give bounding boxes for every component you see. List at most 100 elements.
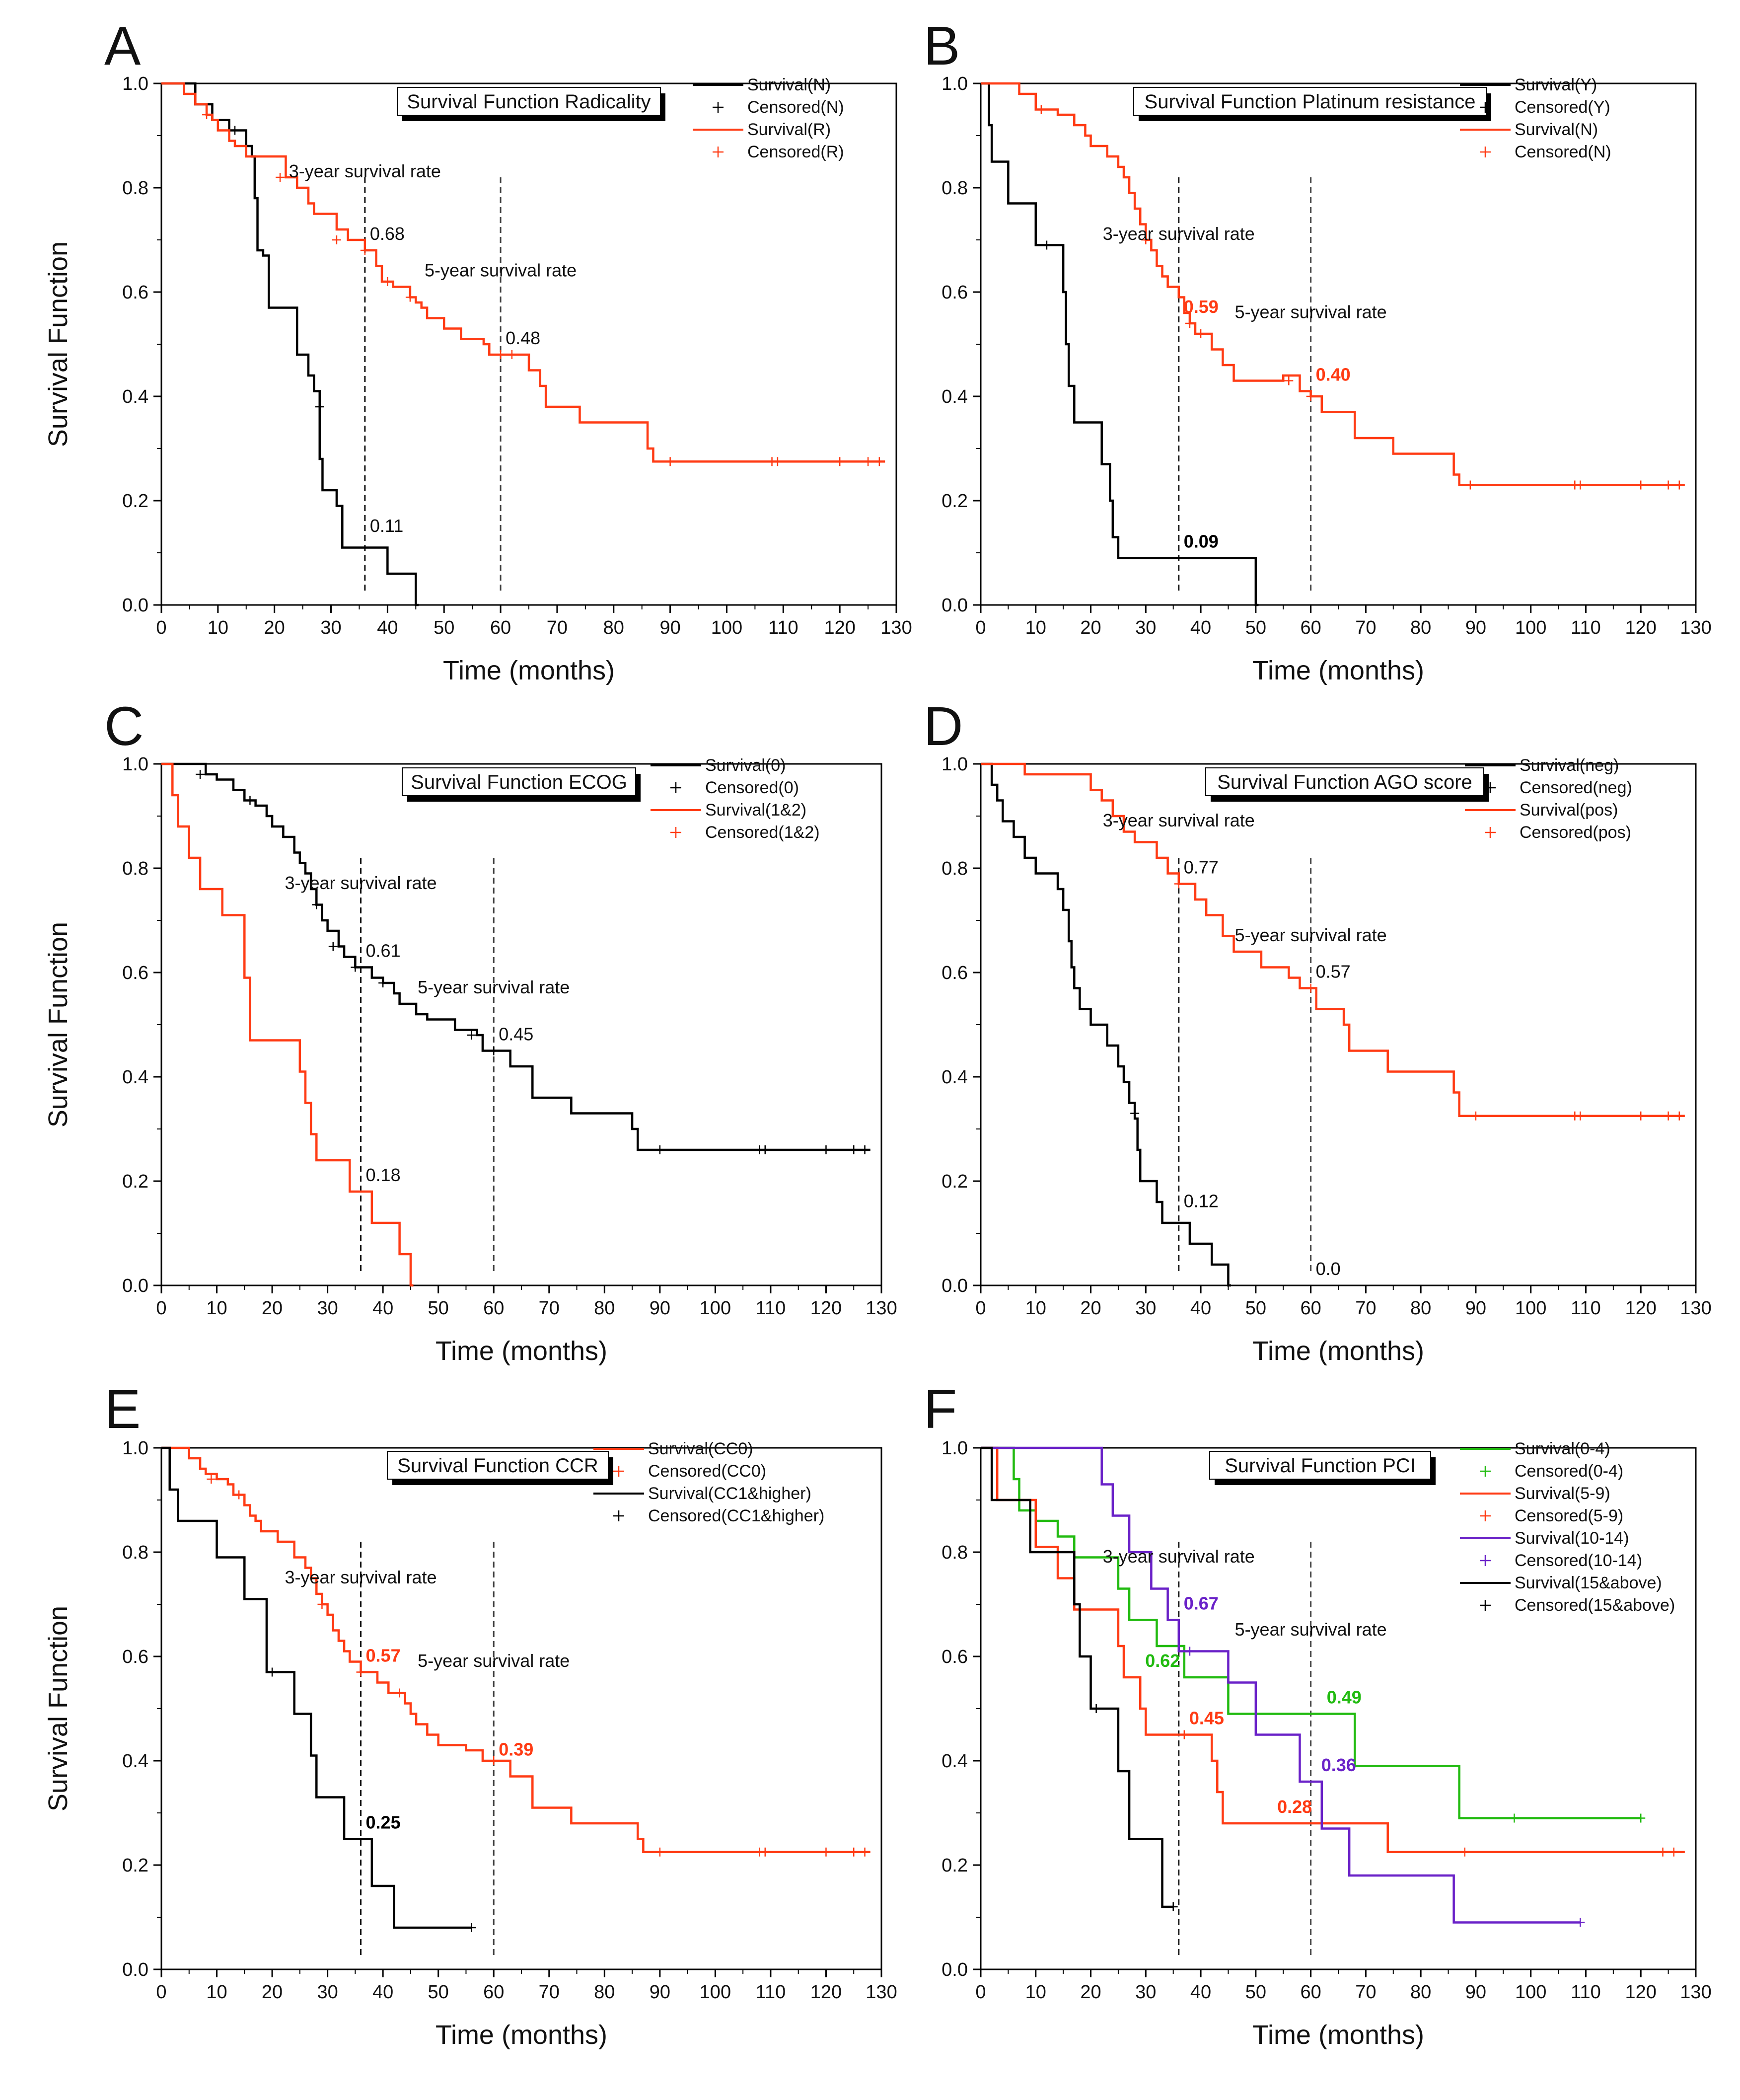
legend-label: Censored(N) [747,98,844,117]
x-tick-label: 110 [756,1298,786,1319]
survival-value-label: 0.68 [370,224,405,244]
panel-letter: D [924,696,963,757]
x-axis-label: Time (months) [435,2020,607,2050]
survival-value-label: 0.67 [1184,1593,1219,1614]
legend-label: Censored(N) [1515,143,1611,161]
x-axis-label: Time (months) [435,1336,607,1366]
title-box [1133,87,1487,116]
survival-line [981,82,1259,606]
chart-title: Survival Function AGO score [1217,771,1472,793]
survival-value-label: 0.12 [1184,1191,1219,1211]
survival-line [981,762,1685,1117]
panel-letter: E [104,1379,141,1440]
x-tick-label: 0 [975,1298,986,1319]
x-tick-label: 80 [594,1298,615,1319]
x-tick-label: 0 [975,617,986,638]
x-tick-label: 10 [1025,617,1046,638]
x-tick-label: 0 [975,1982,986,2003]
x-tick-label: 50 [428,1982,449,2003]
panel-a: A 0 10 20 30 40 50 60 70 80 90 100 110 120 130 0.0 0.2 0.… [43,15,912,685]
x-tick-label: 0 [156,617,166,638]
y-tick-label: 0.4 [122,1067,148,1088]
panel-d: D 0 10 20 30 40 50 60 70 80 90 100 110 120 130 0.0 0.2 0.… [924,696,1712,1366]
x-tick-label: 120 [810,1982,842,2003]
x-tick-label: 80 [1410,1298,1431,1319]
panel-f: F 0 10 20 30 40 50 60 70 80 90 100 110 120 130 0.0 0.2 0.… [924,1379,1712,2050]
legend-label: Censored(5-9) [1515,1506,1623,1525]
title-box [1205,767,1484,796]
legend: Survival(N) Censored(N) Survival(R) Censore… [693,75,844,161]
legend-label: Censored(pos) [1520,823,1631,842]
x-tick-label: 10 [1025,1298,1046,1319]
survival-line [981,1446,1173,1908]
y-tick-label: 1.0 [942,1438,968,1459]
legend-label: Censored(CC0) [648,1462,766,1481]
survival-value-label: 0.45 [1189,1708,1224,1728]
x-tick-label: 10 [1025,1982,1046,2003]
x-tick-label: 130 [1680,1298,1711,1319]
survival-value-label: 0.61 [366,941,401,961]
legend: Survival(0-4) Censored(0-4) Survival(5-9) C… [1460,1439,1675,1615]
y-tick-label: 0.4 [942,1067,968,1088]
series-0-4 [981,1446,1646,1823]
survival-line [981,1446,1641,1819]
x-tick-label: 120 [810,1298,842,1319]
y-tick-label: 0.6 [942,282,968,303]
x-tick-label: 60 [483,1298,504,1319]
y-axis-label: Survival Function [43,241,73,447]
y-tick-label: 0.2 [942,491,968,512]
x-tick-label: 130 [866,1982,897,2003]
x-tick-label: 30 [1135,1982,1156,2003]
x-tick-label: 40 [372,1982,393,2003]
x-tick-label: 110 [1571,1298,1601,1319]
x-tick-label: 30 [317,1982,338,2003]
legend-label: Survival(Y) [1515,75,1597,94]
legend-label: Censored(15&above) [1515,1596,1675,1615]
rate-annotation: 3-year survival rate [285,873,436,893]
rate-annotation: 3-year survival rate [1103,224,1255,244]
survival-line [161,762,414,1287]
x-tick-label: 90 [650,1298,670,1319]
x-tick-label: 120 [1625,1298,1657,1319]
legend-label: Survival(1&2) [705,801,806,820]
x-tick-label: 60 [1300,617,1321,638]
x-tick-label: 100 [1515,617,1546,638]
x-tick-label: 100 [1515,1982,1546,2003]
survival-line [161,1446,472,1929]
series-CC1&higher [161,1446,476,1932]
legend: Survival(CC0) Censored(CC0) Survival(CC1&h… [593,1439,824,1525]
series-5-9 [981,1446,1685,1857]
y-tick-label: 0.6 [122,282,148,303]
chart-title: Survival Function Platinum resistance [1145,91,1476,113]
series-1&2 [161,762,414,1287]
y-tick-label: 1.0 [942,754,968,775]
y-tick-label: 1.0 [942,74,968,94]
x-tick-label: 90 [650,1982,670,2003]
chart-title: Survival Function CCR [397,1455,598,1477]
series-0 [161,762,870,1154]
legend-label: Survival(0-4) [1515,1439,1610,1458]
y-tick-label: 0.2 [942,1171,968,1192]
x-tick-label: 30 [1135,1298,1156,1319]
y-tick-label: 0.0 [942,595,968,616]
survival-line [161,762,870,1151]
legend: Survival(neg) Censored(neg) Survival(pos) C… [1465,756,1632,842]
series-pos [981,762,1685,1121]
x-tick-label: 30 [317,1298,338,1319]
survival-value-label: 0.62 [1145,1650,1180,1671]
y-tick-label: 0.8 [122,1542,148,1563]
x-tick-label: 60 [1300,1982,1321,2003]
series-CC0 [161,1446,870,1857]
x-tick-label: 50 [434,617,454,638]
rate-annotation: 5-year survival rate [425,260,577,281]
x-tick-label: 80 [603,617,624,638]
x-tick-label: 20 [1080,617,1101,638]
y-tick-label: 0.0 [122,1959,148,1980]
x-tick-label: 40 [372,1298,393,1319]
x-tick-label: 80 [1410,617,1431,638]
y-tick-label: 0.8 [942,858,968,879]
panel-letter: C [104,696,144,757]
y-tick-label: 0.2 [122,1171,148,1192]
x-tick-label: 30 [1135,617,1156,638]
legend-label: Survival(CC1&higher) [648,1484,811,1503]
